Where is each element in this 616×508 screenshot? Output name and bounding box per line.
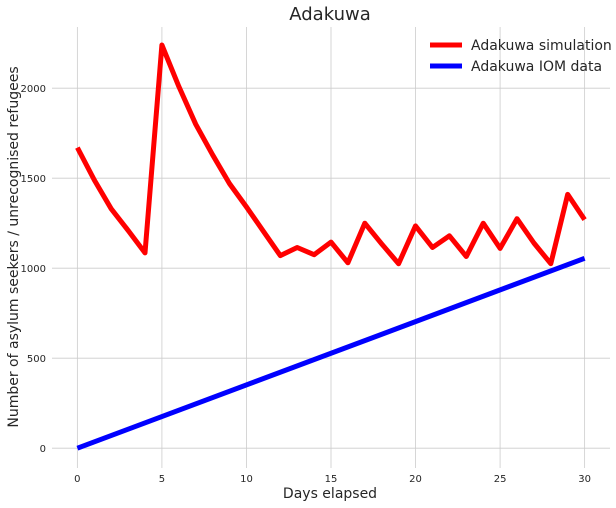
chart-title: Adakuwa: [289, 4, 370, 25]
y-tick-label: 2000: [21, 84, 46, 95]
x-axis-label: Days elapsed: [283, 486, 377, 502]
y-tick-label: 0: [40, 444, 46, 455]
x-tick-label: 30: [578, 474, 591, 485]
legend: Adakuwa simulation Adakuwa IOM data: [430, 38, 612, 75]
x-tick-label: 5: [159, 474, 165, 485]
y-axis-label: Number of asylum seekers / unrecognised …: [6, 66, 22, 427]
x-tick-label: 25: [494, 474, 507, 485]
y-tick-labels: 0 500 1000 1500 2000: [21, 84, 46, 455]
x-tick-label: 20: [409, 474, 422, 485]
legend-label-1: Adakuwa simulation: [471, 38, 612, 54]
x-tick-labels: 0 5 10 15 20 25 30: [74, 474, 591, 485]
y-tick-label: 1500: [21, 174, 46, 185]
x-tick-label: 0: [74, 474, 80, 485]
series-lines: [75, 42, 587, 451]
legend-label-2: Adakuwa IOM data: [471, 59, 602, 75]
series-line-2: [76, 255, 586, 451]
x-tick-label: 10: [240, 474, 253, 485]
grid-lines: [52, 27, 610, 468]
y-tick-label: 500: [27, 354, 46, 365]
y-tick-label: 1000: [21, 264, 46, 275]
series-line-1: [75, 42, 587, 267]
x-tick-label: 15: [325, 474, 338, 485]
